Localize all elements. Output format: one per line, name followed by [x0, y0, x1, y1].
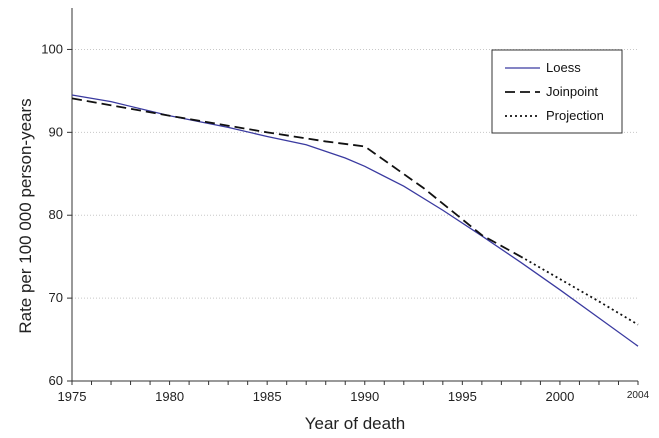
x-axis-title: Year of death: [305, 414, 406, 433]
x-tick-label: 1985: [253, 389, 282, 404]
y-axis-title: Rate per 100 000 person-years: [16, 98, 35, 333]
y-tick-label: 70: [49, 290, 63, 305]
series-line-loess: [71, 94, 639, 347]
x-tick-label: 2000: [545, 389, 574, 404]
y-tick-label: 80: [49, 207, 63, 222]
axes: [71, 8, 638, 382]
series-line-projection: [520, 255, 639, 326]
y-tick-label: 60: [49, 373, 63, 388]
x-tick-label: 1975: [58, 389, 87, 404]
series-line-joinpoint: [71, 97, 522, 258]
x-tick-label: 1995: [448, 389, 477, 404]
legend-label-loess: Loess: [546, 60, 581, 75]
series-lines: [71, 94, 639, 347]
legend-label-projection: Projection: [546, 108, 604, 123]
x-tick-label-end: 2004: [627, 390, 650, 401]
legend: Loess Joinpoint Projection: [491, 49, 623, 134]
x-tick-label: 1990: [350, 389, 379, 404]
y-tick-label: 100: [41, 41, 63, 56]
legend-label-joinpoint: Joinpoint: [546, 84, 598, 99]
y-tick-label: 90: [49, 124, 63, 139]
x-tick-label: 1980: [155, 389, 184, 404]
axis-ticks: 60 70 80 90 100 1975 1980 1985 1990 1995 2000 2004: [41, 41, 649, 404]
